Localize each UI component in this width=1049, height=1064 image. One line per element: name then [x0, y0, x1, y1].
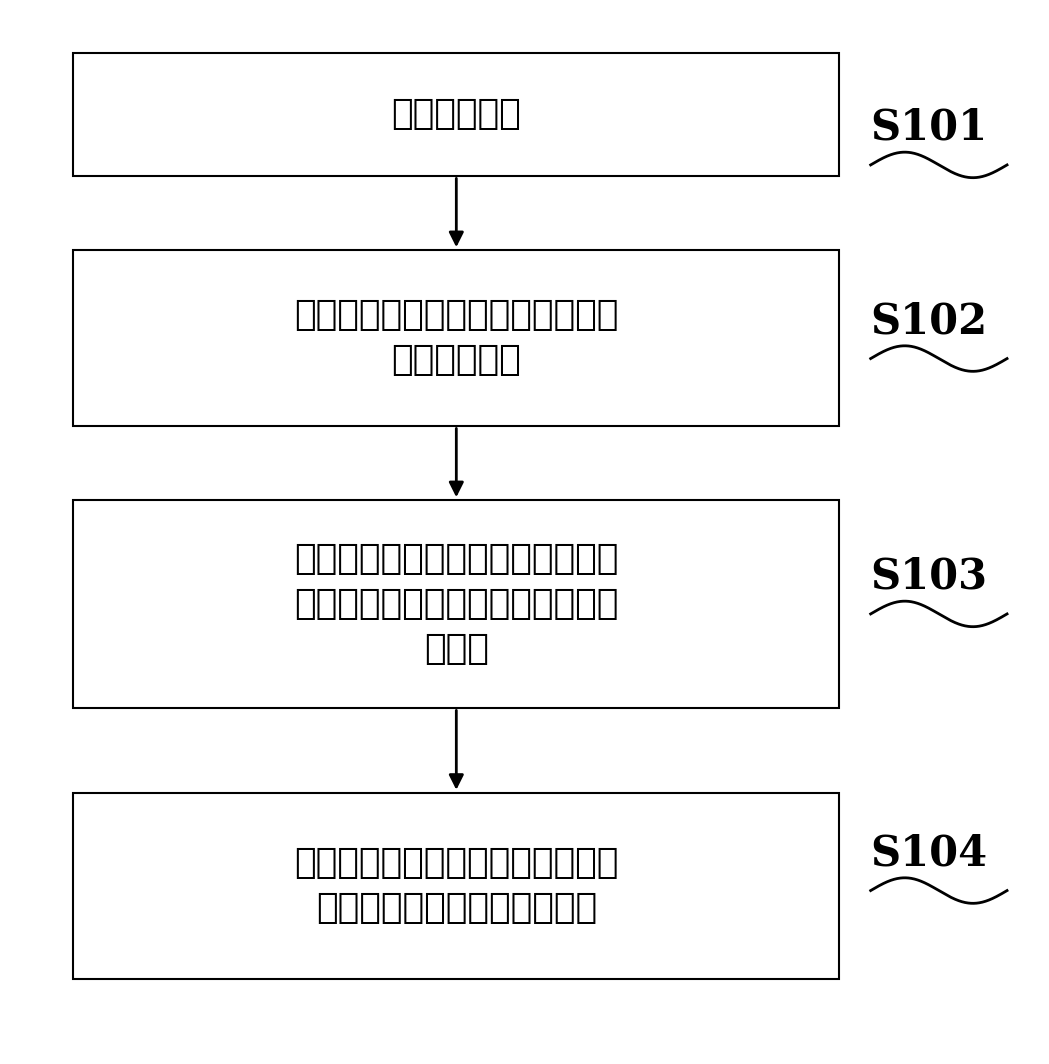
Text: S102: S102: [871, 300, 988, 342]
Text: 判断运行参数未处于正常运行范围
内时，会导致发生一类故障还是二
类故障: 判断运行参数未处于正常运行范围 内时，会导致发生一类故障还是二 类故障: [294, 542, 619, 666]
Bar: [73, 250, 839, 426]
Text: 采集运行参数: 采集运行参数: [391, 98, 521, 131]
Text: S101: S101: [871, 106, 988, 148]
Text: 根据故障类型，按预设方式对故障
进行矫正修复，完成故障预警: 根据故障类型，按预设方式对故障 进行矫正修复，完成故障预警: [294, 846, 619, 926]
Text: S103: S103: [871, 555, 988, 597]
Text: 判断运行参数是否处于空调器的正
常运行范围内: 判断运行参数是否处于空调器的正 常运行范围内: [294, 298, 619, 378]
Bar: [73, 793, 839, 979]
Bar: [73, 53, 839, 176]
Bar: [73, 500, 839, 708]
Text: S104: S104: [871, 832, 988, 874]
